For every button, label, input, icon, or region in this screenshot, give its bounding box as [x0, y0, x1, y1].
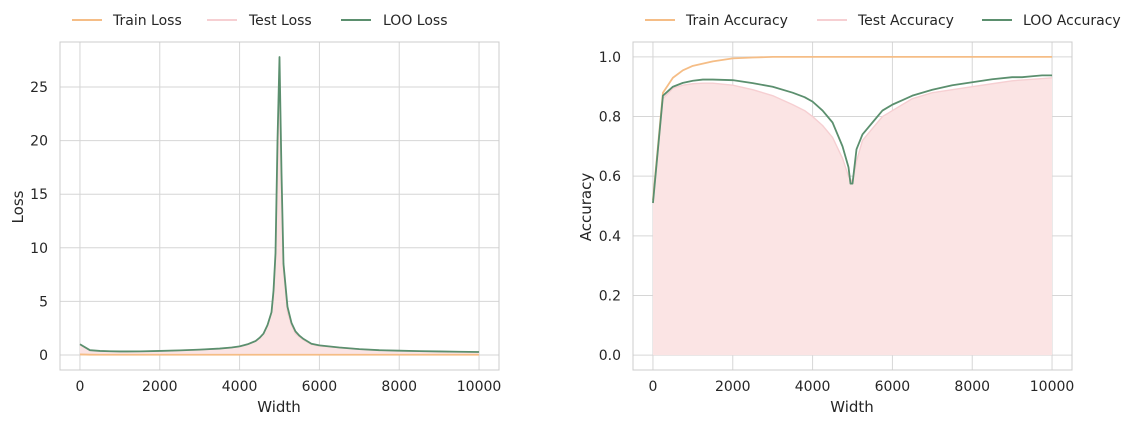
- series-line-test-accuracy: [652, 77, 1053, 204]
- y-tick-label: 15: [30, 187, 48, 203]
- x-tick-label: 6000: [875, 379, 911, 395]
- legend-label: Train Accuracy: [685, 13, 788, 29]
- x-tick-label: 2000: [142, 379, 178, 395]
- accuracy-chart: Train Accuracy Test Accuracy LOO Accurac…: [577, 13, 1121, 416]
- test-area-fill: [79, 60, 480, 355]
- series-line-loo-accuracy: [652, 74, 1053, 204]
- x-tick-label: 10000: [457, 379, 502, 395]
- x-tick-label: 10000: [1030, 379, 1075, 395]
- x-tick-label: 8000: [381, 379, 417, 395]
- x-tick-label: 0: [648, 379, 657, 395]
- x-tick-label: 6000: [302, 379, 338, 395]
- legend-label: LOO Accuracy: [1023, 13, 1121, 29]
- plot-area: 0 2000 4000 6000 8000 10000 0 5 10 15 20 25: [30, 41, 502, 395]
- x-tick-label: 0: [75, 379, 84, 395]
- legend-label: Test Loss: [248, 13, 312, 29]
- series-line-train-accuracy: [652, 56, 1053, 201]
- x-axis-label: Width: [257, 398, 301, 416]
- legend-label: Train Loss: [112, 13, 182, 29]
- x-tick-label: 4000: [795, 379, 831, 395]
- x-axis-label: Width: [830, 398, 874, 416]
- series-line-loo-loss: [79, 56, 480, 353]
- x-tick-label: 4000: [222, 379, 258, 395]
- y-tick-label: 0.4: [599, 229, 621, 245]
- y-tick-label: 0.8: [599, 110, 621, 126]
- y-tick-label: 0.2: [599, 288, 621, 304]
- y-tick-label: 20: [30, 134, 48, 150]
- y-tick-label: 25: [30, 80, 48, 96]
- y-tick-label: 1.0: [599, 50, 621, 66]
- legend-label: Test Accuracy: [857, 13, 954, 29]
- plot-frame: [59, 41, 500, 371]
- y-tick-label: 0.6: [599, 169, 621, 185]
- test-area-fill: [652, 77, 1053, 356]
- legend-label: LOO Loss: [383, 13, 448, 29]
- loss-chart: Train Loss Test Loss LOO Loss 0 2000 4000 6…: [9, 13, 501, 416]
- y-tick-label: 5: [39, 294, 48, 310]
- y-axis-label: Loss: [9, 190, 27, 223]
- legend: Train Loss Test Loss LOO Loss: [72, 13, 448, 29]
- x-tick-label: 8000: [954, 379, 990, 395]
- x-tick-label: 2000: [715, 379, 751, 395]
- y-tick-label: 0: [39, 348, 48, 364]
- y-tick-label: 10: [30, 241, 48, 257]
- plot-area: 0 2000 4000 6000 8000 10000 0.0 0.2 0.4 0.6 0.8 1.0: [599, 41, 1075, 395]
- y-axis-label: Accuracy: [577, 173, 595, 242]
- plot-frame: [632, 41, 1073, 371]
- legend: Train Accuracy Test Accuracy LOO Accurac…: [645, 13, 1121, 29]
- y-tick-label: 0.0: [599, 348, 621, 364]
